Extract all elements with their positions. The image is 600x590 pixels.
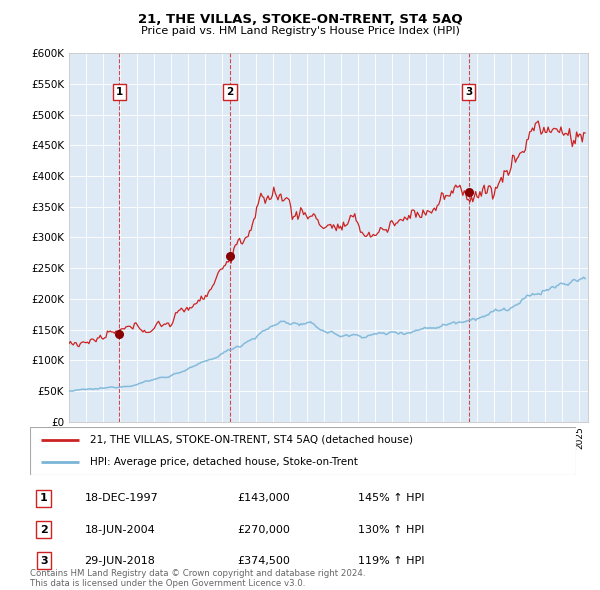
Text: 119% ↑ HPI: 119% ↑ HPI [358, 556, 424, 566]
Text: £374,500: £374,500 [238, 556, 290, 566]
Text: £270,000: £270,000 [238, 525, 290, 535]
Text: Price paid vs. HM Land Registry's House Price Index (HPI): Price paid vs. HM Land Registry's House … [140, 26, 460, 36]
Text: 130% ↑ HPI: 130% ↑ HPI [358, 525, 424, 535]
Text: £143,000: £143,000 [238, 493, 290, 503]
Text: 21, THE VILLAS, STOKE-ON-TRENT, ST4 5AQ (detached house): 21, THE VILLAS, STOKE-ON-TRENT, ST4 5AQ … [90, 435, 413, 445]
Text: 3: 3 [465, 87, 472, 97]
Text: 2: 2 [226, 87, 233, 97]
Text: 29-JUN-2018: 29-JUN-2018 [85, 556, 155, 566]
Text: HPI: Average price, detached house, Stoke-on-Trent: HPI: Average price, detached house, Stok… [90, 457, 358, 467]
Text: 21, THE VILLAS, STOKE-ON-TRENT, ST4 5AQ: 21, THE VILLAS, STOKE-ON-TRENT, ST4 5AQ [137, 13, 463, 26]
Text: 18-DEC-1997: 18-DEC-1997 [85, 493, 158, 503]
Text: 2: 2 [40, 525, 47, 535]
Text: 3: 3 [40, 556, 47, 566]
Text: 145% ↑ HPI: 145% ↑ HPI [358, 493, 424, 503]
Text: 18-JUN-2004: 18-JUN-2004 [85, 525, 155, 535]
Text: 1: 1 [116, 87, 123, 97]
Text: Contains HM Land Registry data © Crown copyright and database right 2024.
This d: Contains HM Land Registry data © Crown c… [30, 569, 365, 588]
Text: 1: 1 [40, 493, 47, 503]
